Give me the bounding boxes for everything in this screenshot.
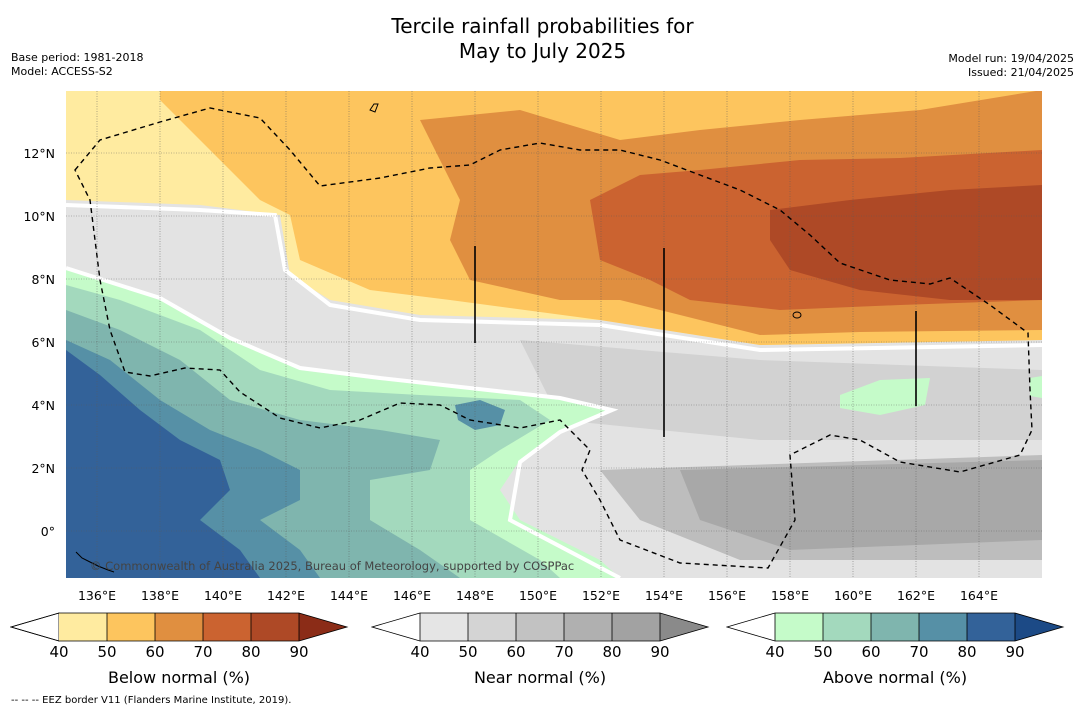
colorbar-below-tri-low: [10, 612, 60, 642]
colorbar-near-tri-high: [660, 613, 708, 641]
y-tick: 4°N: [31, 398, 55, 413]
colorbar-near-swatch: [516, 613, 564, 641]
colorbar-above-swatch: [775, 613, 823, 641]
model-info: Base period: 1981-2018 Model: ACCESS-S2: [11, 51, 143, 79]
colorbar-near-swatch: [612, 613, 660, 641]
title-line-2: May to July 2025: [458, 39, 627, 63]
issued-text: Issued: 21/04/2025: [967, 66, 1074, 79]
run-info: Model run: 19/04/2025 Issued: 21/04/2025: [948, 52, 1074, 80]
above-normal-label: Above normal (%): [822, 668, 968, 687]
cb1-tick: 60: [145, 643, 165, 661]
x-tick: 160°E: [834, 588, 872, 600]
cb3-tick: 90: [1005, 643, 1025, 661]
island-markers: [474, 246, 917, 437]
colorbar-above-swatch: [919, 613, 967, 641]
colorbar-near-swatch: [468, 613, 516, 641]
colorbar-near-swatch: [420, 613, 468, 641]
model-run-text: Model run: 19/04/2025: [948, 52, 1074, 65]
x-axis-ticks: 136°E 138°E 140°E 142°E 144°E 146°E 148°…: [78, 588, 998, 600]
near-normal-label: Near normal (%): [473, 668, 607, 687]
model-name-text: Model: ACCESS-S2: [11, 65, 113, 78]
cb2-tick: 80: [602, 643, 622, 661]
x-tick: 144°E: [330, 588, 368, 600]
cb3-tick: 40: [765, 643, 785, 661]
y-tick: 6°N: [31, 335, 55, 350]
cb3-tick: 50: [813, 643, 833, 661]
colorbar-below-swatch: [107, 613, 155, 641]
cb2-tick: 70: [554, 643, 574, 661]
eez-border-lines: [74, 107, 1033, 569]
cb2-tick: 90: [650, 643, 670, 661]
cb2-tick: 40: [410, 643, 430, 661]
cb1-tick: 80: [241, 643, 261, 661]
cb1-tick: 40: [49, 643, 69, 661]
map-title: Tercile rainfall probabilities for May t…: [0, 14, 1085, 64]
x-tick: 138°E: [141, 588, 179, 600]
colorbar-near-swatch: [564, 613, 612, 641]
cb3-tick: 70: [909, 643, 929, 661]
small-island-outlines: [75, 103, 802, 573]
colorbar-below-tri-high: [299, 613, 347, 641]
cb3-tick: 60: [861, 643, 881, 661]
x-tick: 158°E: [771, 588, 809, 600]
x-tick: 140°E: [204, 588, 242, 600]
y-tick: 8°N: [31, 272, 55, 287]
copyright-text: © Commonwealth of Australia 2025, Bureau…: [90, 559, 574, 573]
base-period-text: Base period: 1981-2018: [11, 51, 144, 64]
cb1-tick: 70: [193, 643, 213, 661]
colorbar-below-swatch: [155, 613, 203, 641]
colorbar-above-swatch: [967, 613, 1015, 641]
cb3-tick: 80: [957, 643, 977, 661]
cb1-tick: 90: [289, 643, 309, 661]
x-tick: 156°E: [708, 588, 746, 600]
colorbar-below-normal: [10, 612, 350, 642]
x-tick: 136°E: [78, 588, 116, 600]
x-tick: 152°E: [582, 588, 620, 600]
x-tick: 148°E: [456, 588, 494, 600]
x-tick: 164°E: [960, 588, 998, 600]
x-tick: 154°E: [645, 588, 683, 600]
x-tick: 150°E: [519, 588, 557, 600]
title-line-1: Tercile rainfall probabilities for: [391, 14, 694, 38]
x-tick: 162°E: [897, 588, 935, 600]
colorbar-above-normal: [726, 612, 1066, 642]
x-tick: 142°E: [267, 588, 305, 600]
colorbar-below-swatch: [203, 613, 251, 641]
colorbar-near-normal: [371, 612, 711, 642]
cb1-tick: 50: [97, 643, 117, 661]
cb2-tick: 50: [458, 643, 478, 661]
colorbar-above-tri-high: [1015, 613, 1063, 641]
y-tick: 12°N: [23, 146, 55, 161]
x-tick: 146°E: [393, 588, 431, 600]
y-axis-ticks: 12°N 10°N 8°N 6°N 4°N 2°N 0°: [23, 146, 55, 539]
rainfall-map: 136°E 138°E 140°E 142°E 144°E 146°E 148°…: [23, 91, 1042, 600]
y-tick: 2°N: [31, 461, 55, 476]
y-tick: 0°: [41, 524, 55, 539]
below-normal-label: Below normal (%): [107, 668, 251, 687]
colorbar-above-swatch: [823, 613, 871, 641]
colorbar-below-swatch: [251, 613, 299, 641]
y-tick: 10°N: [23, 209, 55, 224]
colorbar-above-swatch: [871, 613, 919, 641]
colorbar-below-swatch: [59, 613, 107, 641]
cb2-tick: 60: [506, 643, 526, 661]
probability-fields: [66, 91, 1042, 578]
eez-footnote: -- -- -- EEZ border V11 (Flanders Marine…: [11, 695, 292, 706]
